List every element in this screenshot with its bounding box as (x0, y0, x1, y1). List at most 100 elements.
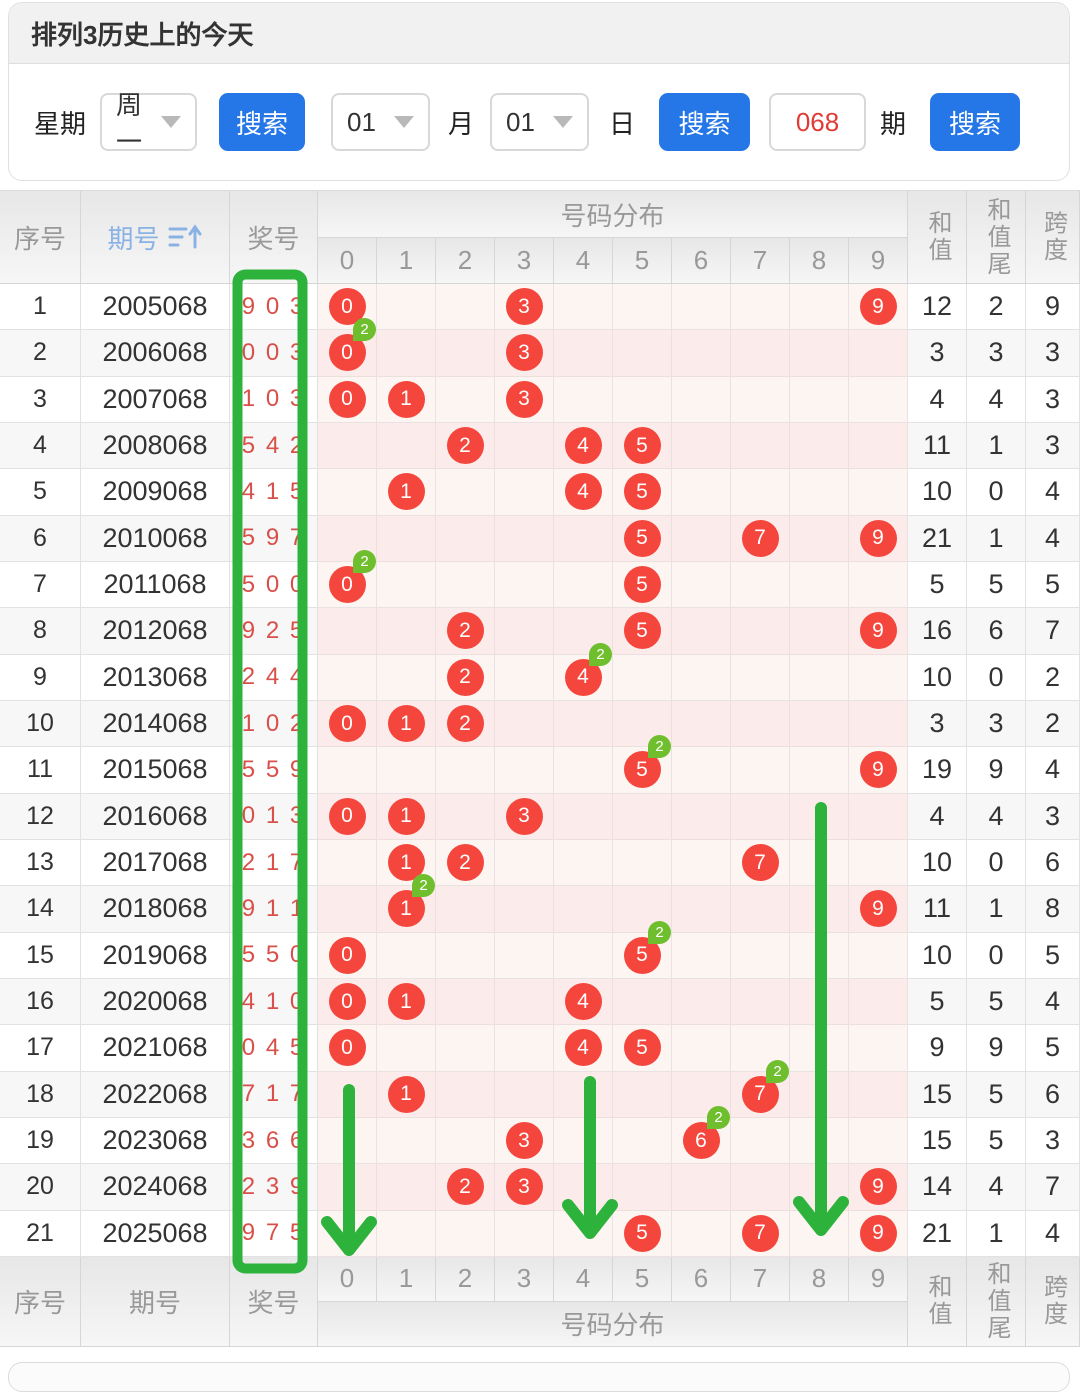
cell-dist-9 (849, 793, 908, 840)
cell-span: 5 (1026, 932, 1080, 979)
cell-dist-6 (672, 608, 731, 655)
digit-ball-1: 1 (387, 797, 425, 835)
cell-dist-9: 9 (849, 608, 908, 655)
cell-period: 2021068 (81, 1025, 230, 1072)
digit-ball-9: 9 (859, 288, 897, 326)
cell-period: 2023068 (81, 1117, 230, 1165)
cell-sum-tail: 0 (967, 839, 1026, 887)
cell-seq: 21 (0, 1210, 81, 1257)
day-select-value: 01 (506, 106, 535, 137)
cell-prize: 0 1 3 (230, 793, 318, 840)
cell-dist-0: 0 (318, 700, 377, 748)
cell-dist-1 (377, 1210, 436, 1257)
cell-sum-tail: 5 (967, 978, 1026, 1026)
cell-dist-8 (790, 376, 849, 423)
cell-span: 3 (1026, 422, 1080, 470)
header-period[interactable]: 期号 (81, 191, 230, 284)
chevron-down-icon (394, 116, 415, 128)
cell-dist-5 (613, 1164, 672, 1211)
cell-dist-1 (377, 932, 436, 979)
issue-input[interactable]: 068 (769, 93, 867, 151)
footer-seq: 序号 (0, 1256, 81, 1347)
cell-dist-3 (495, 700, 554, 748)
repeat-count-badge: 2 (353, 318, 376, 342)
cell-dist-6 (672, 839, 731, 887)
cell-dist-7 (731, 978, 790, 1026)
cell-dist-8 (790, 932, 849, 979)
cell-dist-2 (436, 1117, 495, 1165)
cell-dist-7 (731, 608, 790, 655)
digit-ball-3: 3 (505, 1122, 543, 1160)
cell-dist-6 (672, 376, 731, 423)
cell-dist-1: 1 (377, 376, 436, 423)
cell-dist-4 (554, 1117, 613, 1165)
digit-ball-7: 7 (741, 1075, 779, 1113)
cell-period: 2013068 (81, 654, 230, 701)
digit-ball-3: 3 (505, 334, 543, 372)
cell-dist-3 (495, 608, 554, 655)
cell-dist-6 (672, 654, 731, 701)
issue-search-button[interactable]: 搜索 (930, 93, 1021, 151)
cell-period: 2014068 (81, 700, 230, 748)
cell-seq: 7 (0, 561, 81, 609)
cell-dist-4 (554, 561, 613, 609)
cell-dist-3 (495, 1025, 554, 1072)
cell-dist-1: 1 (377, 793, 436, 840)
cell-period: 2012068 (81, 608, 230, 655)
date-search-button[interactable]: 搜索 (659, 93, 751, 151)
cell-sum-tail: 0 (967, 654, 1026, 701)
cell-dist-8 (790, 1071, 849, 1118)
week-search-button[interactable]: 搜索 (219, 93, 306, 151)
digit-ball-3: 3 (505, 288, 543, 326)
cell-dist-6 (672, 700, 731, 748)
cell-span: 3 (1026, 1117, 1080, 1165)
cell-dist-3 (495, 886, 554, 933)
cell-dist-9: 9 (849, 284, 908, 331)
header-digit-9: 9 (849, 238, 908, 284)
cell-sum-tail: 9 (967, 747, 1026, 794)
cell-dist-5 (613, 284, 672, 331)
cell-dist-9 (849, 1025, 908, 1072)
cell-dist-7 (731, 1117, 790, 1165)
digit-ball-5: 5 (623, 612, 661, 650)
cell-sum: 10 (908, 469, 967, 516)
cell-dist-0 (318, 886, 377, 933)
cell-dist-0: 0 (318, 376, 377, 423)
cell-period: 2025068 (81, 1210, 230, 1257)
cell-prize: 2 3 9 (230, 1164, 318, 1211)
cell-dist-2 (436, 330, 495, 377)
cell-dist-1 (377, 284, 436, 331)
cell-dist-4 (554, 932, 613, 979)
cell-period: 2005068 (81, 284, 230, 331)
table-row-2019068: 15 2019068 5 5 0 0 2 5 10 0 5 (0, 920, 1080, 979)
header-digit-4: 4 (554, 238, 613, 284)
week-select[interactable]: 周一 (100, 90, 198, 157)
month-select[interactable]: 01 (331, 93, 431, 151)
digit-ball-1: 1 (387, 473, 425, 511)
cell-dist-8 (790, 1025, 849, 1072)
digit-ball-3: 3 (505, 1168, 543, 1206)
cell-dist-6 (672, 886, 731, 933)
cell-prize: 4 1 0 (230, 978, 318, 1026)
cell-sum-tail: 2 (967, 284, 1026, 331)
digit-ball-9: 9 (859, 890, 897, 928)
header-digit-8: 8 (790, 238, 849, 284)
cell-dist-4: 4 (554, 469, 613, 516)
footer-sum-tail: 和值尾 (967, 1256, 1026, 1347)
cell-dist-6 (672, 793, 731, 840)
cell-dist-2 (436, 978, 495, 1026)
cell-dist-8 (790, 561, 849, 609)
cell-dist-3 (495, 932, 554, 979)
day-select[interactable]: 01 (490, 93, 590, 151)
footer-digit-6: 6 (672, 1256, 731, 1302)
cell-dist-7 (731, 330, 790, 377)
cell-dist-3 (495, 561, 554, 609)
cell-sum: 16 (908, 608, 967, 655)
cell-dist-7 (731, 932, 790, 979)
cell-seq: 19 (0, 1117, 81, 1165)
cell-seq: 13 (0, 839, 81, 887)
cell-dist-3: 3 (495, 376, 554, 423)
